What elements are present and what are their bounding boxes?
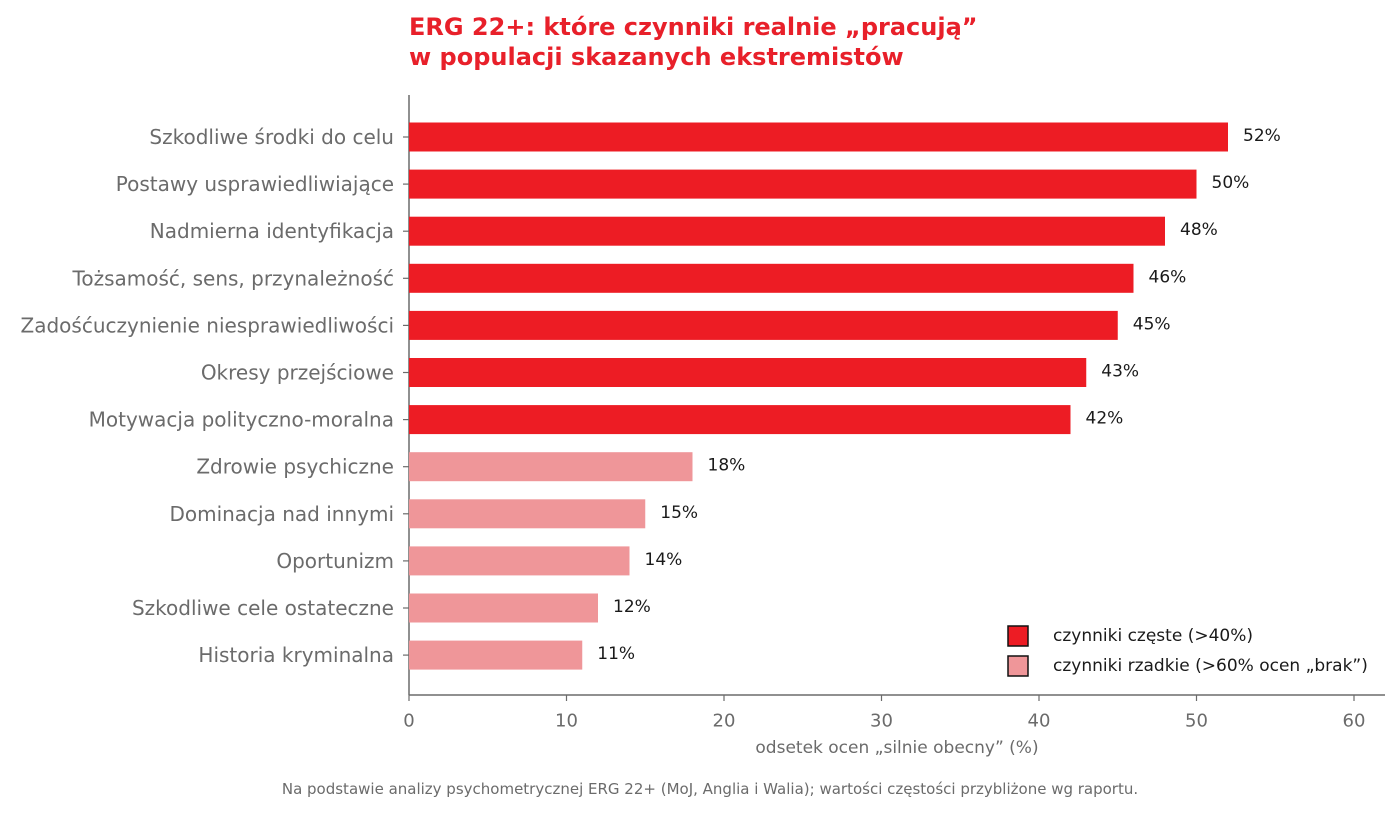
data-label: 50% [1212,173,1250,193]
legend-swatch-frequent [1007,625,1029,647]
x-tick-label: 50 [1185,711,1208,732]
bar [409,263,1134,293]
bar [409,169,1197,199]
x-tick-label: 30 [870,711,893,732]
data-label: 43% [1101,362,1139,382]
category-label: Okresy przejściowe [201,361,394,385]
bar [409,499,646,529]
footnote: Na podstawie analizy psychometrycznej ER… [281,780,1139,798]
data-label: 42% [1086,409,1124,429]
category-label: Zdrowie psychiczne [196,455,394,479]
legend-label-rare: czynniki rzadkie (>60% ocen „brak”) [1053,656,1368,676]
legend-swatch-rare [1007,655,1029,677]
chart-title-line2: w populacji skazanych ekstremistów [409,43,904,71]
data-label: 52% [1243,126,1281,146]
category-label: Postawy usprawiedliwiające [116,172,394,196]
category-label: Motywacja polityczno-moralna [89,408,394,432]
bar [409,122,1228,152]
chart-title: ERG 22+: które czynniki realnie „pracują… [409,12,978,72]
bar [409,405,1071,435]
x-tick-label: 20 [713,711,736,732]
bar [409,593,598,623]
bar [409,310,1118,340]
category-label: Oportunizm [276,549,394,573]
category-label: Historia kryminalna [198,643,394,667]
data-label: 11% [597,644,635,664]
bar [409,452,693,482]
x-tick-label: 60 [1343,711,1366,732]
x-axis-title: odsetek ocen „silnie obecny” (%) [755,738,1038,758]
data-label: 45% [1133,314,1171,334]
x-tick-label: 40 [1028,711,1051,732]
category-label: Nadmierna identyfikacja [150,219,394,243]
chart-title-line1: ERG 22+: które czynniki realnie „pracują… [409,13,978,41]
category-label: Zadośćuczynienie niesprawiedliwości [21,313,394,337]
category-label: Dominacja nad innymi [169,502,394,526]
bar [409,546,630,576]
data-label: 48% [1180,220,1218,240]
data-label: 15% [660,503,698,523]
legend-label-frequent: czynniki częste (>40%) [1053,626,1253,646]
data-label: 14% [645,550,683,570]
data-label: 46% [1149,267,1187,287]
category-label: Szkodliwe cele ostateczne [132,596,394,620]
x-tick-label: 0 [403,711,414,732]
bar [409,358,1087,387]
bar [409,640,583,670]
bar [409,216,1165,246]
data-label: 18% [708,456,746,476]
data-label: 12% [613,597,651,617]
x-tick-label: 10 [555,711,578,732]
category-label: Szkodliwe środki do celu [149,125,394,149]
bar-chart: Szkodliwe środki do celu 52% Postawy uspra… [21,95,1385,758]
category-label: Tożsamość, sens, przynależność [72,266,394,290]
